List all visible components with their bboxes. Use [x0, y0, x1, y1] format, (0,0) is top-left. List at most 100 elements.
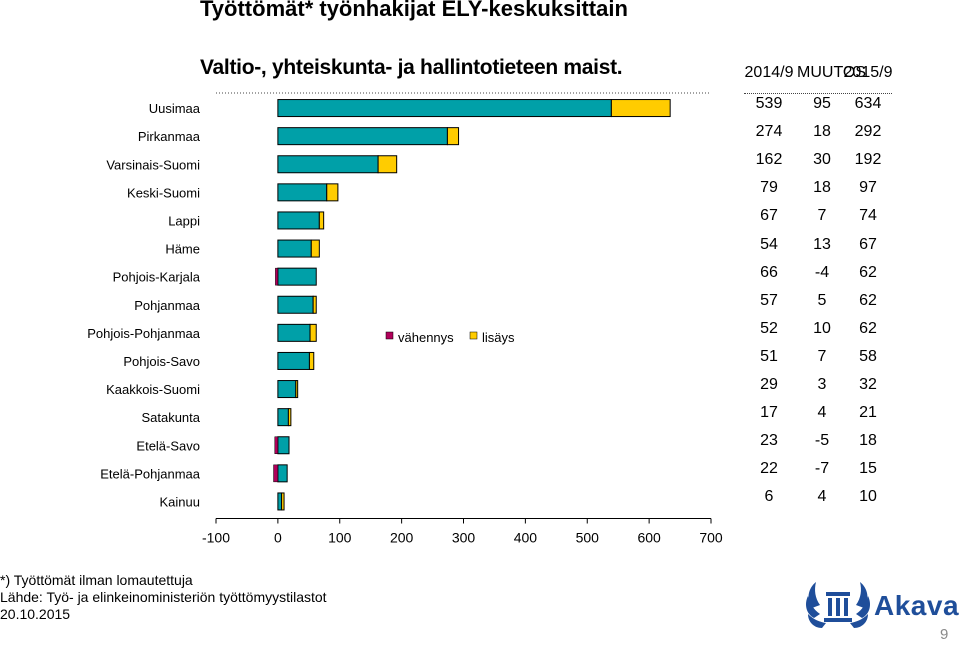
category-label: Pohjois-Karjala: [113, 270, 201, 285]
table-cell: 4: [817, 488, 827, 506]
logo-text: Akava: [874, 590, 960, 621]
table-cell: -4: [814, 263, 830, 281]
table-cell: 79: [760, 179, 778, 197]
bar-base: [277, 408, 289, 427]
category-label: Kaakkois-Suomi: [106, 382, 200, 397]
chart-title: Työttömät* työnhakijat ELY-keskuksittain: [200, 0, 628, 21]
bar-base: [277, 323, 311, 342]
table-cell: 52: [760, 319, 778, 337]
table-cell: 274: [755, 123, 783, 141]
table-header-divider: [744, 93, 892, 94]
x-tick-label: -100: [202, 530, 230, 546]
x-tick-label: 200: [390, 530, 414, 546]
table-cell: 5: [817, 291, 827, 309]
page-number: 9: [940, 626, 949, 643]
table-cell: 3: [817, 376, 827, 393]
table-cell: 74: [859, 207, 877, 225]
x-tick-label: 100: [328, 530, 352, 546]
table-cell: 18: [859, 432, 877, 450]
chart-subtitle: Valtio-, yhteiskunta- ja hallintotieteen…: [200, 56, 623, 79]
table-cell: 10: [813, 319, 831, 337]
bar-increase: [446, 127, 460, 146]
category-label: Kainuu: [160, 494, 200, 509]
table-cell: 22: [760, 460, 778, 478]
category-label: Uusimaa: [149, 101, 201, 116]
table-cell: -5: [814, 432, 830, 450]
x-tick-label: 400: [514, 530, 538, 546]
bar-increase: [281, 492, 285, 511]
bar-decrease: [275, 267, 279, 286]
table-cell: 292: [854, 123, 882, 141]
table-header: 2014/9: [744, 64, 794, 81]
table-cell: 95: [813, 95, 831, 112]
x-tick-label: 0: [274, 530, 282, 546]
legend-label-increase: lisäys: [482, 330, 515, 345]
legend-swatch-decrease: [385, 331, 394, 340]
bar-increase: [309, 323, 317, 342]
table-cell: 67: [760, 207, 778, 225]
table-cell: 13: [813, 235, 831, 253]
table-cell: 7: [817, 347, 827, 365]
bar-base: [277, 436, 290, 455]
bar-decrease: [273, 464, 279, 483]
footnote-source: Lähde: Työ- ja elinkeinoministeriön työt…: [0, 589, 327, 605]
bar-increase: [308, 351, 315, 370]
akava-logo-icon: [806, 582, 870, 628]
bar-base: [277, 99, 612, 118]
table-cell: 57: [760, 291, 778, 309]
bar-chart: -100 0 100 200 300 400 500 600 700 Uusimaa Pirkanm…: [87, 92, 723, 546]
table-cell: 62: [859, 263, 877, 281]
table-cell: 62: [859, 319, 877, 337]
bar-increase: [318, 211, 325, 230]
table-cell: 21: [859, 404, 877, 422]
x-tick-label: 500: [576, 530, 600, 546]
table-cell: 30: [813, 151, 831, 169]
footnote-date: 20.10.2015: [0, 606, 71, 622]
bar-increase: [377, 155, 398, 174]
bar-increase: [295, 380, 299, 399]
category-label: Pohjois-Pohjanmaa: [87, 326, 201, 341]
category-label: Satakunta: [141, 410, 200, 425]
table-cell: 17: [760, 404, 778, 422]
table-cell: 67: [859, 235, 877, 253]
table-cell: 18: [813, 123, 831, 141]
table-header: MUUTOS: [797, 64, 867, 81]
bar-base: [277, 239, 312, 258]
category-label: Pirkanmaa: [138, 129, 201, 144]
bar-increase: [287, 408, 292, 427]
bar-base: [277, 380, 297, 399]
bar-base: [277, 295, 314, 314]
category-label: Lappi: [168, 213, 200, 228]
table-cell: 23: [760, 432, 778, 450]
table-cell: 10: [859, 488, 877, 506]
table-cell: 634: [854, 95, 882, 112]
bar-base: [277, 492, 283, 511]
table-cell: -7: [814, 460, 830, 478]
table-cell: 62: [859, 291, 877, 309]
table-cell: 51: [760, 347, 778, 365]
table-header: 2015/9: [843, 64, 893, 81]
bar-base: [277, 351, 310, 370]
table-cell: 4: [817, 404, 827, 422]
bar-increase: [310, 239, 320, 258]
category-label: Etelä-Pohjanmaa: [100, 466, 200, 481]
legend-label-decrease: vähennys: [398, 330, 454, 345]
table-cell: 162: [755, 151, 783, 169]
category-label: Häme: [165, 242, 200, 257]
category-label: Etelä-Savo: [136, 438, 200, 453]
table-cell: 54: [760, 235, 778, 253]
table-cell: 7: [817, 207, 827, 225]
table-cell: 32: [859, 376, 877, 393]
bar-base: [277, 267, 317, 286]
table-cell: 6: [764, 488, 774, 506]
table-cell: 539: [755, 95, 783, 112]
table-cell: 18: [813, 179, 831, 197]
x-tick-label: 600: [637, 530, 661, 546]
table-cell: 66: [760, 263, 778, 281]
category-label: Varsinais-Suomi: [106, 157, 200, 172]
bar-base: [277, 211, 320, 230]
table-cell: 192: [854, 151, 882, 169]
table-cell: 97: [859, 179, 877, 197]
table-cell: 29: [760, 376, 778, 393]
category-label: Pohjois-Savo: [123, 354, 200, 369]
